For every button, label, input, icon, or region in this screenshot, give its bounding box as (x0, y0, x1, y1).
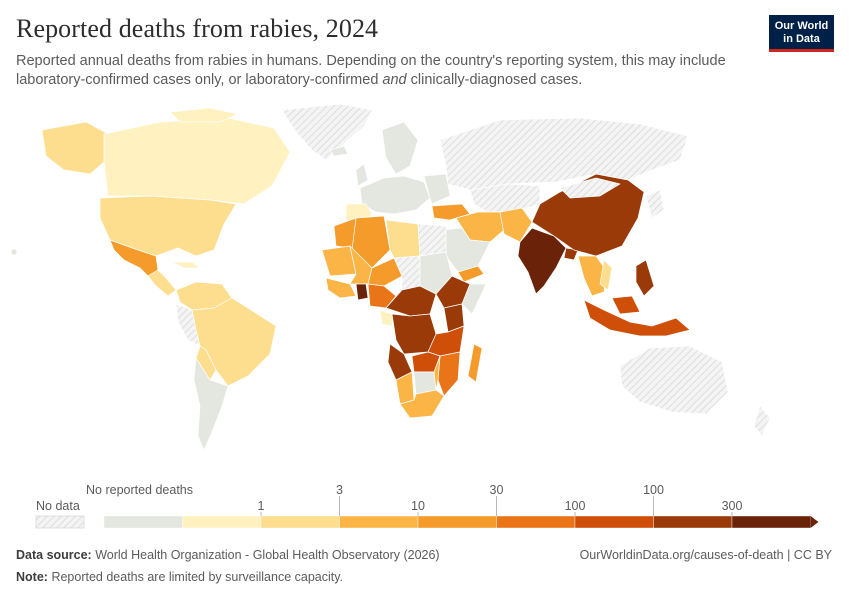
legend-tick-label-4: 100 (565, 499, 586, 513)
note-label: Note: (16, 570, 48, 584)
egypt[interactable] (417, 223, 447, 257)
greenland[interactable] (281, 103, 373, 161)
vietnam[interactable] (599, 259, 613, 291)
algeria[interactable] (351, 215, 391, 269)
subtitle-text-1: Reported annual deaths from rabies in hu… (16, 53, 726, 88)
legend-arrow-icon (810, 516, 819, 528)
subtitle-emphasis: and (382, 72, 407, 88)
legend-bin-0[interactable] (103, 515, 183, 529)
alaska[interactable] (41, 121, 109, 175)
legend-no-data-label: No data (36, 499, 80, 513)
somalia[interactable] (461, 283, 487, 315)
philippines[interactable] (635, 259, 655, 297)
mongolia[interactable] (559, 177, 621, 199)
legend-bin-1[interactable] (182, 515, 262, 529)
data-source: Data source: World Health Organization -… (16, 548, 440, 562)
legend-tick-label-0: 1 (258, 499, 265, 513)
indonesia-east[interactable] (611, 295, 641, 315)
page-title: Reported deaths from rabies, 2024 (16, 14, 379, 43)
legend-bin-7[interactable] (653, 515, 733, 529)
legend-bin-4[interactable] (417, 515, 497, 529)
note: Note: Reported deaths are limited by sur… (16, 570, 343, 584)
caribbean[interactable] (171, 261, 201, 269)
iceland[interactable] (329, 145, 349, 157)
hawaii[interactable] (10, 248, 18, 256)
subtitle: Reported annual deaths from rabies in hu… (16, 52, 756, 90)
legend-tick-label-1: 3 (336, 483, 343, 497)
legend-tick-label-2: 10 (411, 499, 425, 513)
legend-bin-5[interactable] (496, 515, 576, 529)
legend-tick-label-6: 300 (722, 499, 743, 513)
legend-tick-label-3: 30 (490, 483, 504, 497)
argentina[interactable] (193, 357, 229, 451)
zimbabwe[interactable] (433, 355, 441, 391)
west-africa-coast[interactable] (325, 277, 357, 299)
source-text[interactable]: World Health Organization - Global Healt… (95, 548, 440, 562)
indonesia[interactable] (583, 299, 691, 337)
legend-bin-3[interactable] (339, 515, 419, 529)
note-text: Reported deaths are limited by surveilla… (51, 570, 344, 584)
legend-bin-6[interactable] (574, 515, 654, 529)
central-america[interactable] (147, 269, 177, 297)
owid-logo[interactable]: Our World in Data (769, 15, 834, 52)
central-asia[interactable] (469, 183, 541, 213)
yemen[interactable] (457, 265, 485, 283)
arctic-islands[interactable] (169, 107, 239, 123)
australia[interactable] (619, 345, 729, 415)
subtitle-text-2: clinically-diagnosed cases. (406, 72, 583, 88)
legend-scale: 1 3 10 30 100 100 300 (103, 483, 819, 529)
gabon[interactable] (379, 309, 393, 327)
legend-no-data-swatch[interactable] (35, 515, 85, 529)
western-europe[interactable] (359, 175, 431, 215)
legend-no-reported-label: No reported deaths (86, 483, 193, 497)
legend-tick-label-5: 100 (643, 483, 664, 497)
afghanistan[interactable] (499, 207, 533, 243)
scandinavia[interactable] (381, 121, 419, 175)
china[interactable] (531, 173, 645, 257)
uk[interactable] (355, 163, 369, 187)
legend-bin-2[interactable] (260, 515, 340, 529)
logo-line-2: in Data (783, 33, 820, 45)
logo-line-1: Our World (774, 20, 829, 32)
owid-link[interactable]: OurWorldinData.org/causes-of-death | CC … (579, 548, 832, 562)
south-africa[interactable] (399, 389, 445, 419)
legend: No data No reported deaths 1 3 10 30 100 100 3… (35, 483, 819, 529)
southeast-asia[interactable] (577, 255, 607, 297)
russia[interactable] (439, 117, 689, 191)
india[interactable] (517, 227, 567, 295)
mozambique[interactable] (437, 351, 461, 397)
new-zealand[interactable] (753, 405, 771, 437)
japan[interactable] (645, 189, 665, 219)
canada[interactable] (103, 117, 291, 205)
libya[interactable] (385, 219, 421, 259)
central-africa[interactable] (385, 285, 437, 317)
madagascar[interactable] (467, 343, 483, 383)
ghana[interactable] (355, 283, 369, 301)
niger[interactable] (367, 257, 403, 287)
world-map (10, 103, 771, 451)
source-label: Data source: (16, 548, 92, 562)
legend-bin-8[interactable] (731, 515, 811, 529)
eastern-europe[interactable] (423, 173, 451, 205)
